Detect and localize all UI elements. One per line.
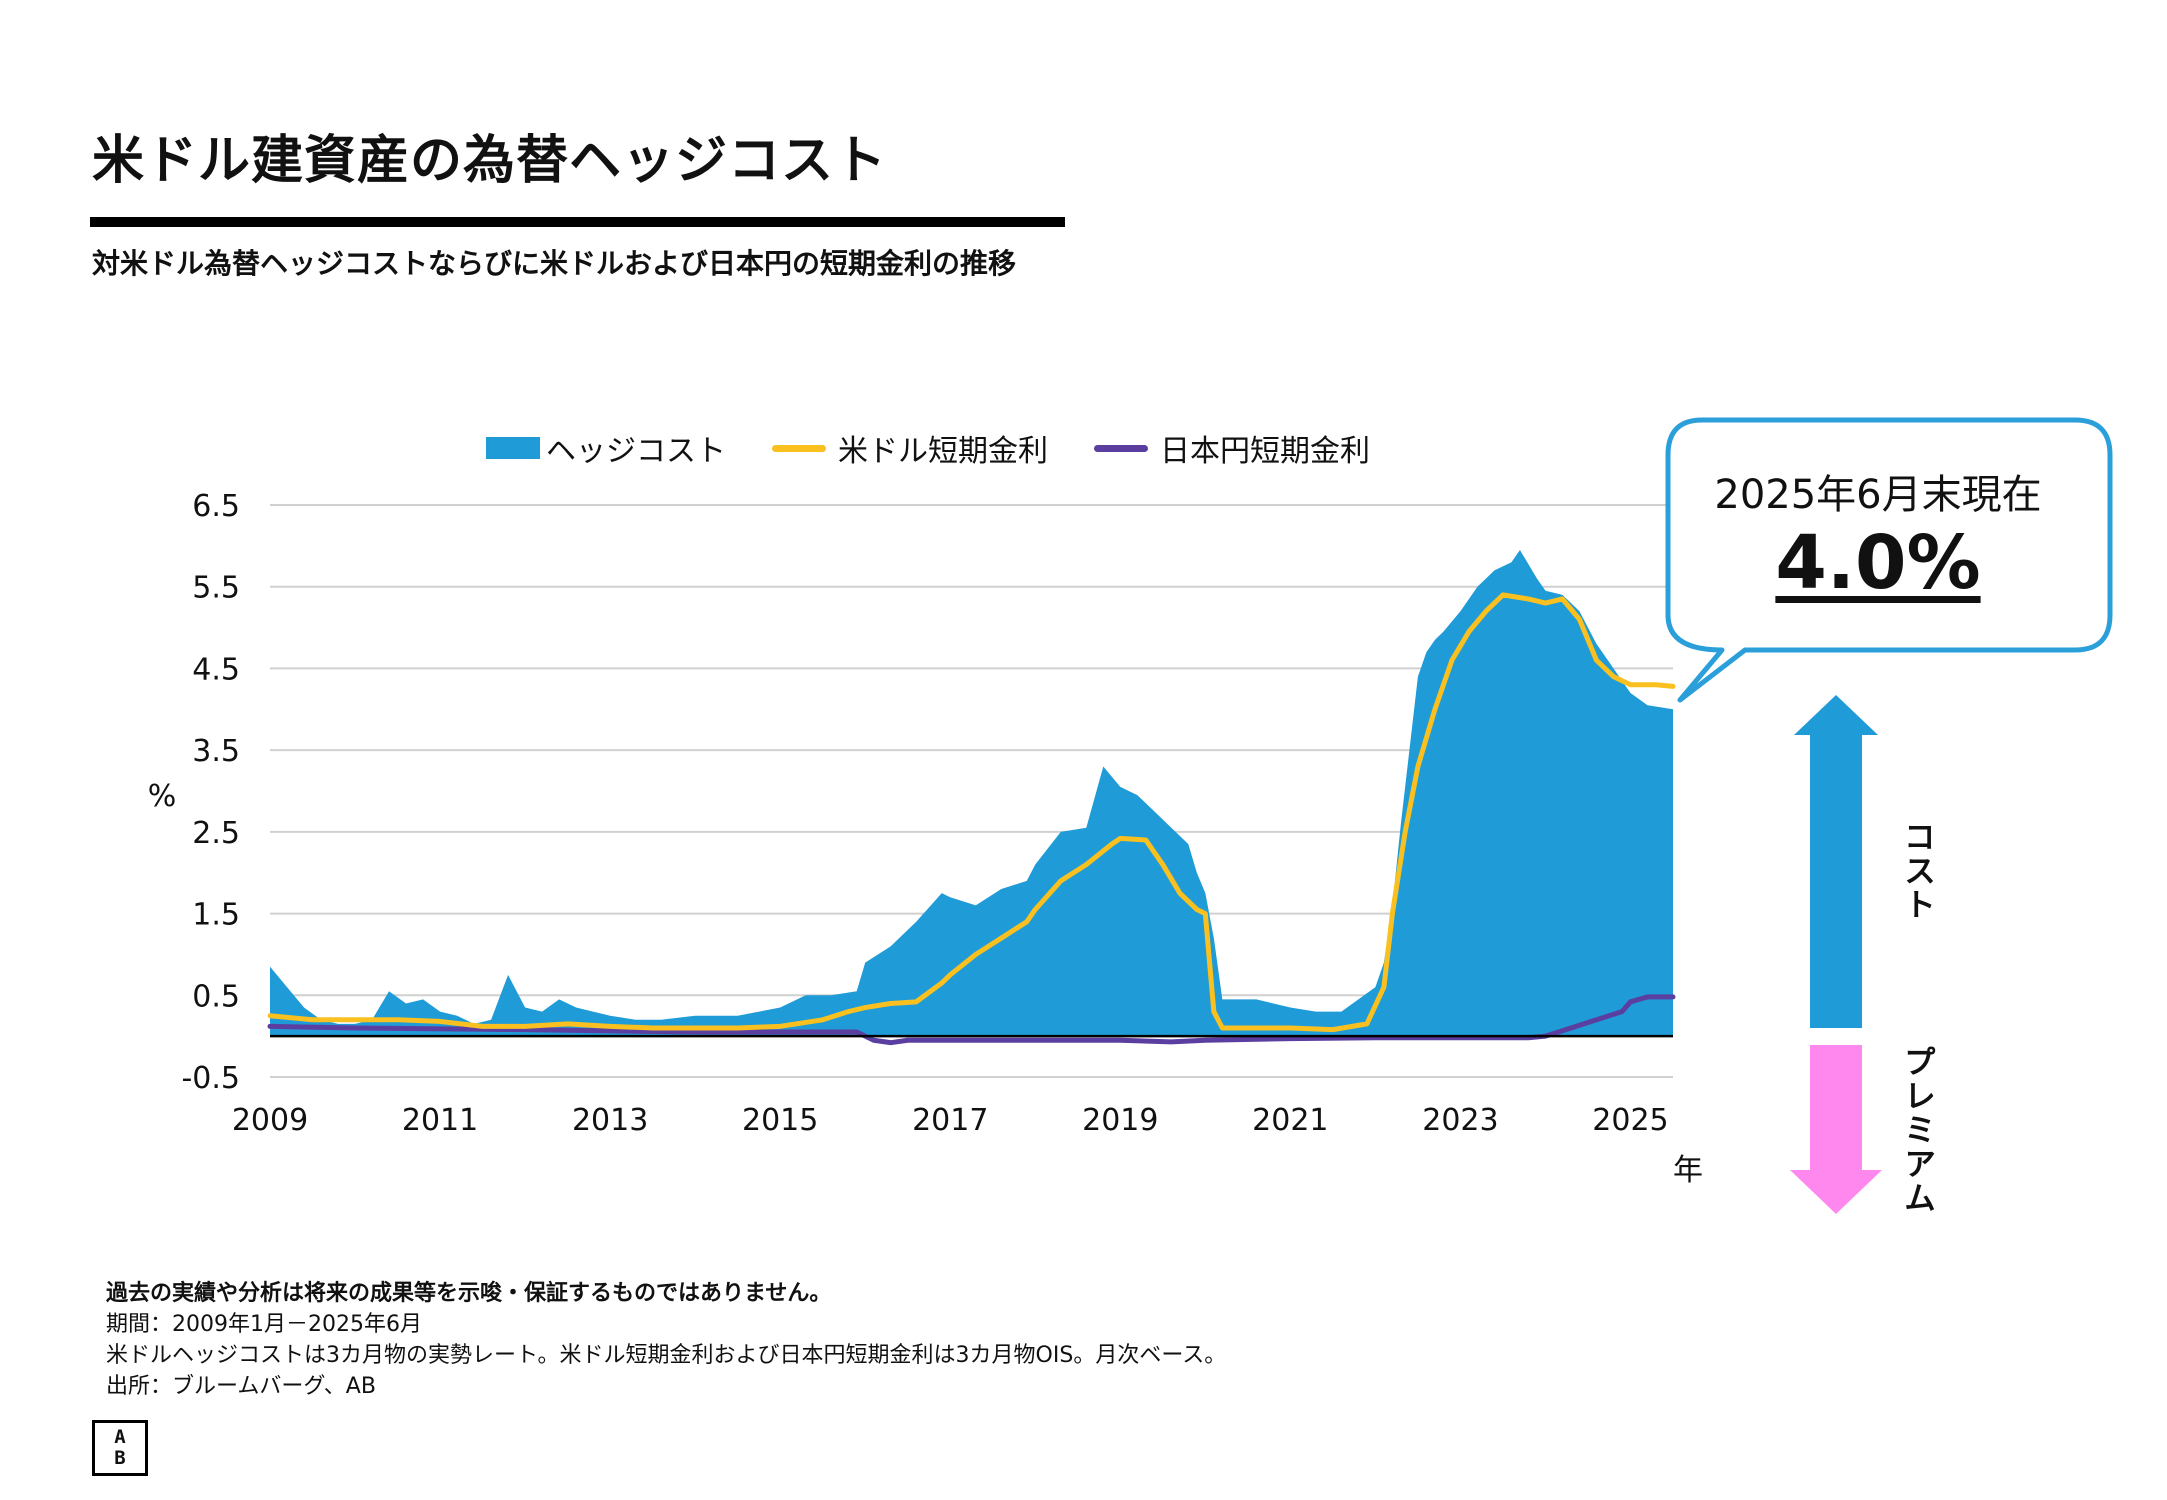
x-tick-label: 2011 — [402, 1103, 478, 1138]
y-tick-label: 6.5 — [192, 489, 240, 524]
legend-item-hedge-cost: ヘッジコスト — [486, 426, 726, 470]
ab-logo: A B — [92, 1420, 148, 1476]
footnote-source: 出所：ブルームバーグ、AB — [106, 1374, 376, 1399]
legend-swatch-hedge-cost — [486, 437, 540, 459]
rate-lines-group — [267, 592, 1676, 1046]
y-tick-label: 1.5 — [192, 898, 240, 933]
cost-arrow-icon — [1794, 695, 1878, 1028]
legend-label-hedge-cost: ヘッジコスト — [546, 434, 726, 469]
x-tick-label: 2015 — [742, 1103, 818, 1138]
jpy-rate-line — [267, 994, 1676, 1046]
legend-swatch-jpy-rate — [1094, 444, 1148, 452]
callout-date: 2025年6月末現在 — [1714, 472, 2042, 518]
legend-item-jpy-rate: 日本円短期金利 — [1094, 426, 1370, 470]
y-tick-label: -0.5 — [181, 1061, 240, 1096]
x-tick-label: 2009 — [232, 1103, 308, 1138]
logo-letter-a: A — [114, 1426, 126, 1448]
usd-rate-line — [267, 592, 1676, 1033]
y-tick-label: 5.5 — [192, 571, 240, 606]
x-tick-label: 2019 — [1082, 1103, 1158, 1138]
callout-bubble — [1665, 417, 2113, 703]
y-tick-label: 2.5 — [192, 816, 240, 851]
annotation-graphics — [1665, 417, 2113, 1214]
y-tick-label: 3.5 — [192, 734, 240, 769]
y-tick-label: 4.5 — [192, 652, 240, 687]
x-axis-label: 年 — [1673, 1153, 1703, 1188]
logo-letter-b: B — [114, 1447, 126, 1469]
footnotes: 過去の実績や分析は将来の成果等を示唆・保証するものではありません。 期間：200… — [106, 1278, 1226, 1402]
footnote-disclaimer: 過去の実績や分析は将来の成果等を示唆・保証するものではありません。 — [106, 1281, 832, 1306]
y-tick-label: 0.5 — [192, 979, 240, 1014]
hedge-cost-area-group — [270, 549, 1673, 1037]
cost-arrow-label: コスト — [1899, 820, 1937, 922]
x-tick-label: 2017 — [912, 1103, 988, 1138]
legend-item-usd-rate: 米ドル短期金利 — [772, 426, 1048, 470]
chart-axes: 6.5 5.5 4.5 3.5 2.5 1.5 0.5 -0.5 2009 2011 2013 201… — [148, 489, 1703, 1188]
hedge-cost-area — [270, 549, 1673, 1037]
x-tick-label: 2013 — [572, 1103, 648, 1138]
x-tick-label: 2021 — [1252, 1103, 1328, 1138]
x-tick-label: 2023 — [1422, 1103, 1498, 1138]
premium-arrow-icon — [1790, 1045, 1882, 1214]
page-title: 米ドル建資産の為替ヘッジコスト — [92, 131, 888, 191]
chart-legend: ヘッジコスト 米ドル短期金利 日本円短期金利 — [486, 426, 1416, 470]
footnote-period: 期間：2009年1月－2025年6月 — [106, 1312, 422, 1337]
footnote-method: 米ドルヘッジコストは3カ月物の実勢レート。米ドル短期金利および日本円短期金利は3… — [106, 1343, 1227, 1368]
premium-arrow-label: プレミアム — [1899, 1045, 1937, 1215]
legend-label-jpy-rate: 日本円短期金利 — [1160, 434, 1370, 469]
y-axis-label: % — [148, 779, 177, 814]
page-subtitle: 対米ドル為替ヘッジコストならびに米ドルおよび日本円の短期金利の推移 — [92, 247, 1017, 280]
x-tick-label: 2025 — [1592, 1103, 1668, 1138]
title-divider — [90, 217, 1065, 227]
legend-swatch-usd-rate — [772, 444, 826, 452]
legend-label-usd-rate: 米ドル短期金利 — [838, 434, 1048, 469]
callout-value: 4.0% — [1775, 520, 1981, 606]
